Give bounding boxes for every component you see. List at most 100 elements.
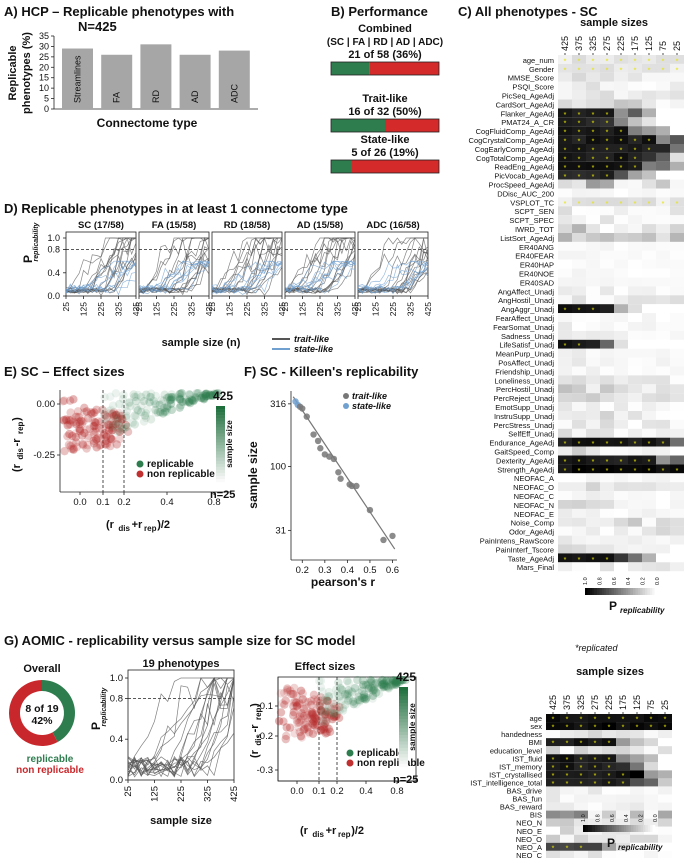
g4-cell [602, 722, 616, 731]
c-cell [586, 393, 600, 403]
c-cell [670, 428, 684, 438]
g2-x-tick-label: 325 [203, 786, 214, 802]
g3-point-rep [371, 679, 380, 688]
g3-point-rep [379, 679, 388, 688]
g3-point-nonrep [316, 706, 326, 715]
c-cell [600, 428, 614, 438]
c-cell [656, 224, 670, 233]
c-cell [656, 366, 670, 376]
c-cell [600, 375, 614, 385]
c-replicated-star: * [592, 67, 595, 74]
g3-point-nonrep [320, 720, 329, 729]
g4-cell [546, 770, 560, 779]
f-legend-label: trait-like [352, 391, 387, 401]
g3-point-nonrep [302, 711, 312, 720]
g3-point-rep [324, 692, 333, 701]
c-cell [670, 500, 684, 509]
g3-point-nonrep [293, 700, 303, 709]
c-cell [558, 544, 572, 554]
d-series-line [284, 268, 356, 294]
c-cell [642, 313, 656, 322]
c-cell [614, 535, 628, 545]
c-colorbar-segment [599, 588, 603, 595]
g4-cell [644, 850, 658, 858]
c-replicated-star: * [606, 147, 609, 154]
g4-cell [658, 754, 672, 763]
f-x-tick-label: 0.5 [363, 565, 376, 576]
c-cell [614, 402, 628, 411]
g3-point-nonrep [282, 731, 291, 741]
c-cell [628, 411, 642, 420]
c-cell [558, 508, 572, 518]
c-cell [600, 215, 614, 225]
g4-replicated-star: * [580, 717, 583, 724]
g4-replicated-star: * [608, 757, 611, 764]
d-series-line [138, 260, 209, 292]
g3-point-rep [341, 700, 350, 710]
e-point-nonrep [121, 420, 130, 430]
c-cell [558, 384, 572, 394]
g2-y-tick-label: 0.4 [110, 734, 123, 745]
g3-point-rep [348, 697, 358, 706]
g4-row-label: IST_crystallised [489, 770, 542, 779]
panel-d-title: D) Replicable phenotypes in at least 1 c… [4, 201, 348, 216]
c-cell [586, 428, 600, 438]
f-y-tick-label: 31 [275, 525, 286, 536]
c-replicated-star: * [564, 156, 567, 163]
c-cell [614, 286, 628, 296]
e-point-nonrep [63, 421, 72, 430]
c-colorbar-segment [652, 588, 655, 595]
g4-replicated-star: * [594, 741, 597, 748]
e-colorbar-segment [216, 451, 225, 455]
c-cell [558, 402, 572, 411]
e-point-nonrep [71, 432, 81, 442]
c-cell [670, 268, 684, 278]
c-cell [586, 268, 600, 278]
g4-cell [644, 738, 658, 747]
g4-replicated-star: * [566, 757, 569, 764]
e-point-nonrep [80, 408, 89, 417]
g3-point-nonrep [318, 716, 328, 725]
c-cell [600, 482, 614, 492]
g3-point-rep [366, 675, 375, 685]
f-point [303, 413, 310, 420]
c-row-label: CogEarlyComp_AgeAdj [475, 145, 555, 154]
g4-replicated-star: * [552, 757, 555, 764]
c-cell [628, 446, 642, 456]
c-cell [558, 366, 572, 376]
c-cell [600, 152, 614, 162]
c-cell [670, 188, 684, 198]
c-cell [642, 215, 656, 225]
g4-col-label: 225 [604, 695, 614, 710]
g3-point-rep [338, 706, 348, 715]
g3-point-nonrep [307, 707, 316, 717]
c-replicated-star: * [578, 308, 581, 315]
d-series-line [138, 237, 209, 293]
g4-cell [630, 730, 644, 739]
g3-point-rep [363, 681, 373, 690]
g4-cell [546, 730, 560, 739]
c-replicated-star: * [620, 156, 623, 163]
c-cell [558, 81, 572, 91]
c-replicated-star: * [620, 441, 623, 448]
c-cell [572, 544, 586, 554]
g1-slice-non-replicable [8, 680, 58, 747]
d-x-tick-label: 125 [79, 302, 89, 316]
g3-point-nonrep [298, 689, 307, 698]
c-row-label: CardSort_AgeAdj [496, 100, 555, 109]
e-point-rep [141, 390, 151, 399]
c-replicated-star: * [634, 459, 637, 466]
c-cell [558, 55, 572, 64]
f-point [380, 536, 387, 544]
g4-cell [560, 850, 574, 858]
a-y-tick-label: 0 [44, 104, 49, 114]
c-cell [586, 241, 600, 251]
g3-point-nonrep [290, 697, 299, 707]
c-cell [656, 526, 670, 536]
c-cell [656, 161, 670, 171]
c-colorbar-segment [601, 588, 605, 595]
e-colorbar-segment [216, 409, 225, 413]
c-cell [670, 144, 684, 153]
c-cell [670, 295, 684, 305]
c-row-label: NEOFAC_E [514, 510, 554, 519]
